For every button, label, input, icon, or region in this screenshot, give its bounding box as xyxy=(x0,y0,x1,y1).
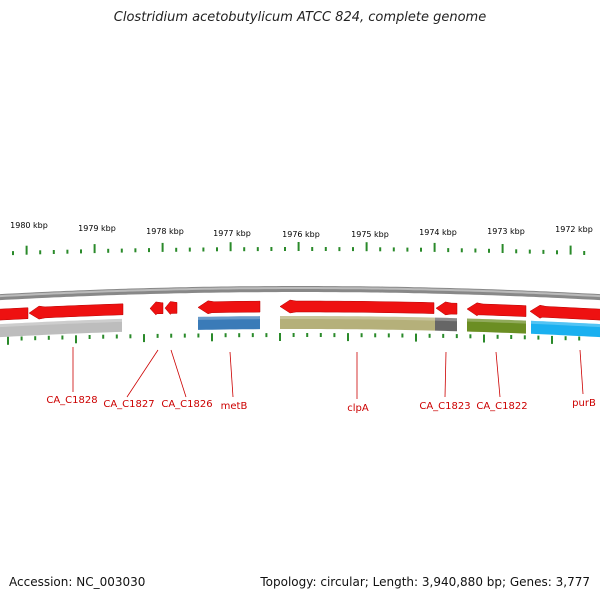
gene-arrow xyxy=(529,304,600,321)
feature-band-shine xyxy=(531,320,600,328)
feature-band-shine xyxy=(435,317,457,322)
gene-label-purb: purB xyxy=(572,398,596,409)
ruler-label: 1973 kbp xyxy=(487,227,525,236)
map-title: Clostridium acetobutylicum ATCC 824, com… xyxy=(113,10,487,25)
feature-band xyxy=(198,316,260,330)
gene-arrow xyxy=(466,302,527,317)
bottom-ticks xyxy=(7,333,581,345)
feature-band-shine xyxy=(198,316,260,320)
feature-band xyxy=(531,320,600,338)
feature-band-shine xyxy=(0,318,122,328)
ruler-label: 1975 kbp xyxy=(351,230,389,239)
label-leaders xyxy=(72,347,584,399)
ruler-labels: 1980 kbp 1979 kbp 1978 kbp 1977 kbp 1976 kbp… xyxy=(10,221,593,239)
genome-backbone xyxy=(0,286,600,301)
ruler-label: 1980 kbp xyxy=(10,221,48,230)
genome-summary-text: Topology: circular; Length: 3,940,880 bp… xyxy=(260,575,590,589)
leader-line xyxy=(229,351,234,398)
feature-band-shine xyxy=(467,318,526,324)
leader-line xyxy=(170,349,187,398)
ruler-label: 1976 kbp xyxy=(282,230,320,239)
gene-label-ca-c1827: CA_C1827 xyxy=(103,399,154,410)
ruler-label: 1979 kbp xyxy=(78,224,116,233)
gene-label-ca-c1823: CA_C1823 xyxy=(419,401,470,412)
feature-band xyxy=(435,317,457,332)
feature-band xyxy=(467,318,526,334)
gene-label-ca-c1822: CA_C1822 xyxy=(476,401,527,412)
leader-line xyxy=(126,349,159,398)
accession-text: Accession: NC_003030 xyxy=(9,575,146,589)
ruler-label: 1972 kbp xyxy=(555,225,593,234)
gene-arrow xyxy=(0,307,29,321)
gene-arrow xyxy=(279,299,435,314)
feature-band xyxy=(280,316,435,331)
gene-arrow xyxy=(197,300,261,315)
gene-arrow xyxy=(164,301,178,315)
ruler-label: 1977 kbp xyxy=(213,229,251,238)
gene-label-ca-c1826: CA_C1826 xyxy=(161,399,212,410)
ruler-ticks xyxy=(12,242,586,256)
backbone-highlight xyxy=(0,287,600,298)
ruler-label: 1974 kbp xyxy=(419,228,457,237)
gene-arrow xyxy=(435,301,458,316)
leader-line xyxy=(495,351,501,398)
feature-band-shine xyxy=(280,316,435,321)
leader-line xyxy=(579,349,584,395)
features xyxy=(0,299,600,338)
gene-label-metb: metB xyxy=(221,401,248,412)
leader-line xyxy=(444,351,447,398)
feature-band xyxy=(0,318,122,338)
ruler-label: 1978 kbp xyxy=(146,227,184,236)
gene-arrow xyxy=(28,303,124,320)
gene-labels: CA_C1828 CA_C1827 CA_C1826 metB clpA CA_C1823… xyxy=(46,395,596,414)
gene-arrow xyxy=(149,301,164,316)
gene-label-ca-c1828: CA_C1828 xyxy=(46,395,97,406)
gene-label-clpa: clpA xyxy=(347,403,369,414)
